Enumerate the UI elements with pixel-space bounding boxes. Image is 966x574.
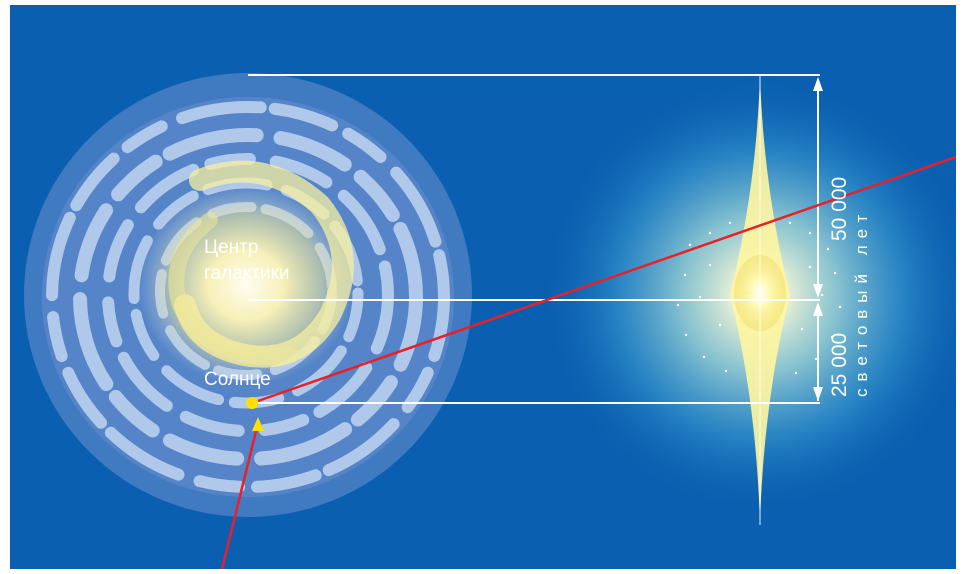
line-of-sight	[220, 155, 956, 569]
dimension-lines	[248, 74, 823, 404]
diagram-canvas: Центр галактики Солнце 50 000 25 000 све…	[10, 5, 956, 569]
galaxy-diagram	[24, 73, 956, 569]
distance-50000-label: 50 000	[828, 176, 851, 241]
sun-label: Солнце	[204, 369, 271, 390]
galaxy-face-on	[24, 73, 472, 517]
globular-clusters	[676, 221, 842, 375]
sun-marker	[246, 397, 258, 409]
center-label-line2: галактики	[204, 263, 290, 284]
distance-25000-label: 25 000	[828, 332, 851, 397]
center-label-line1: Центр	[204, 237, 259, 258]
sightline-right	[257, 155, 956, 403]
sightline-down	[220, 422, 260, 569]
sun-pointer-arrowhead	[252, 417, 264, 431]
light-years-label: световый лет	[852, 207, 871, 397]
